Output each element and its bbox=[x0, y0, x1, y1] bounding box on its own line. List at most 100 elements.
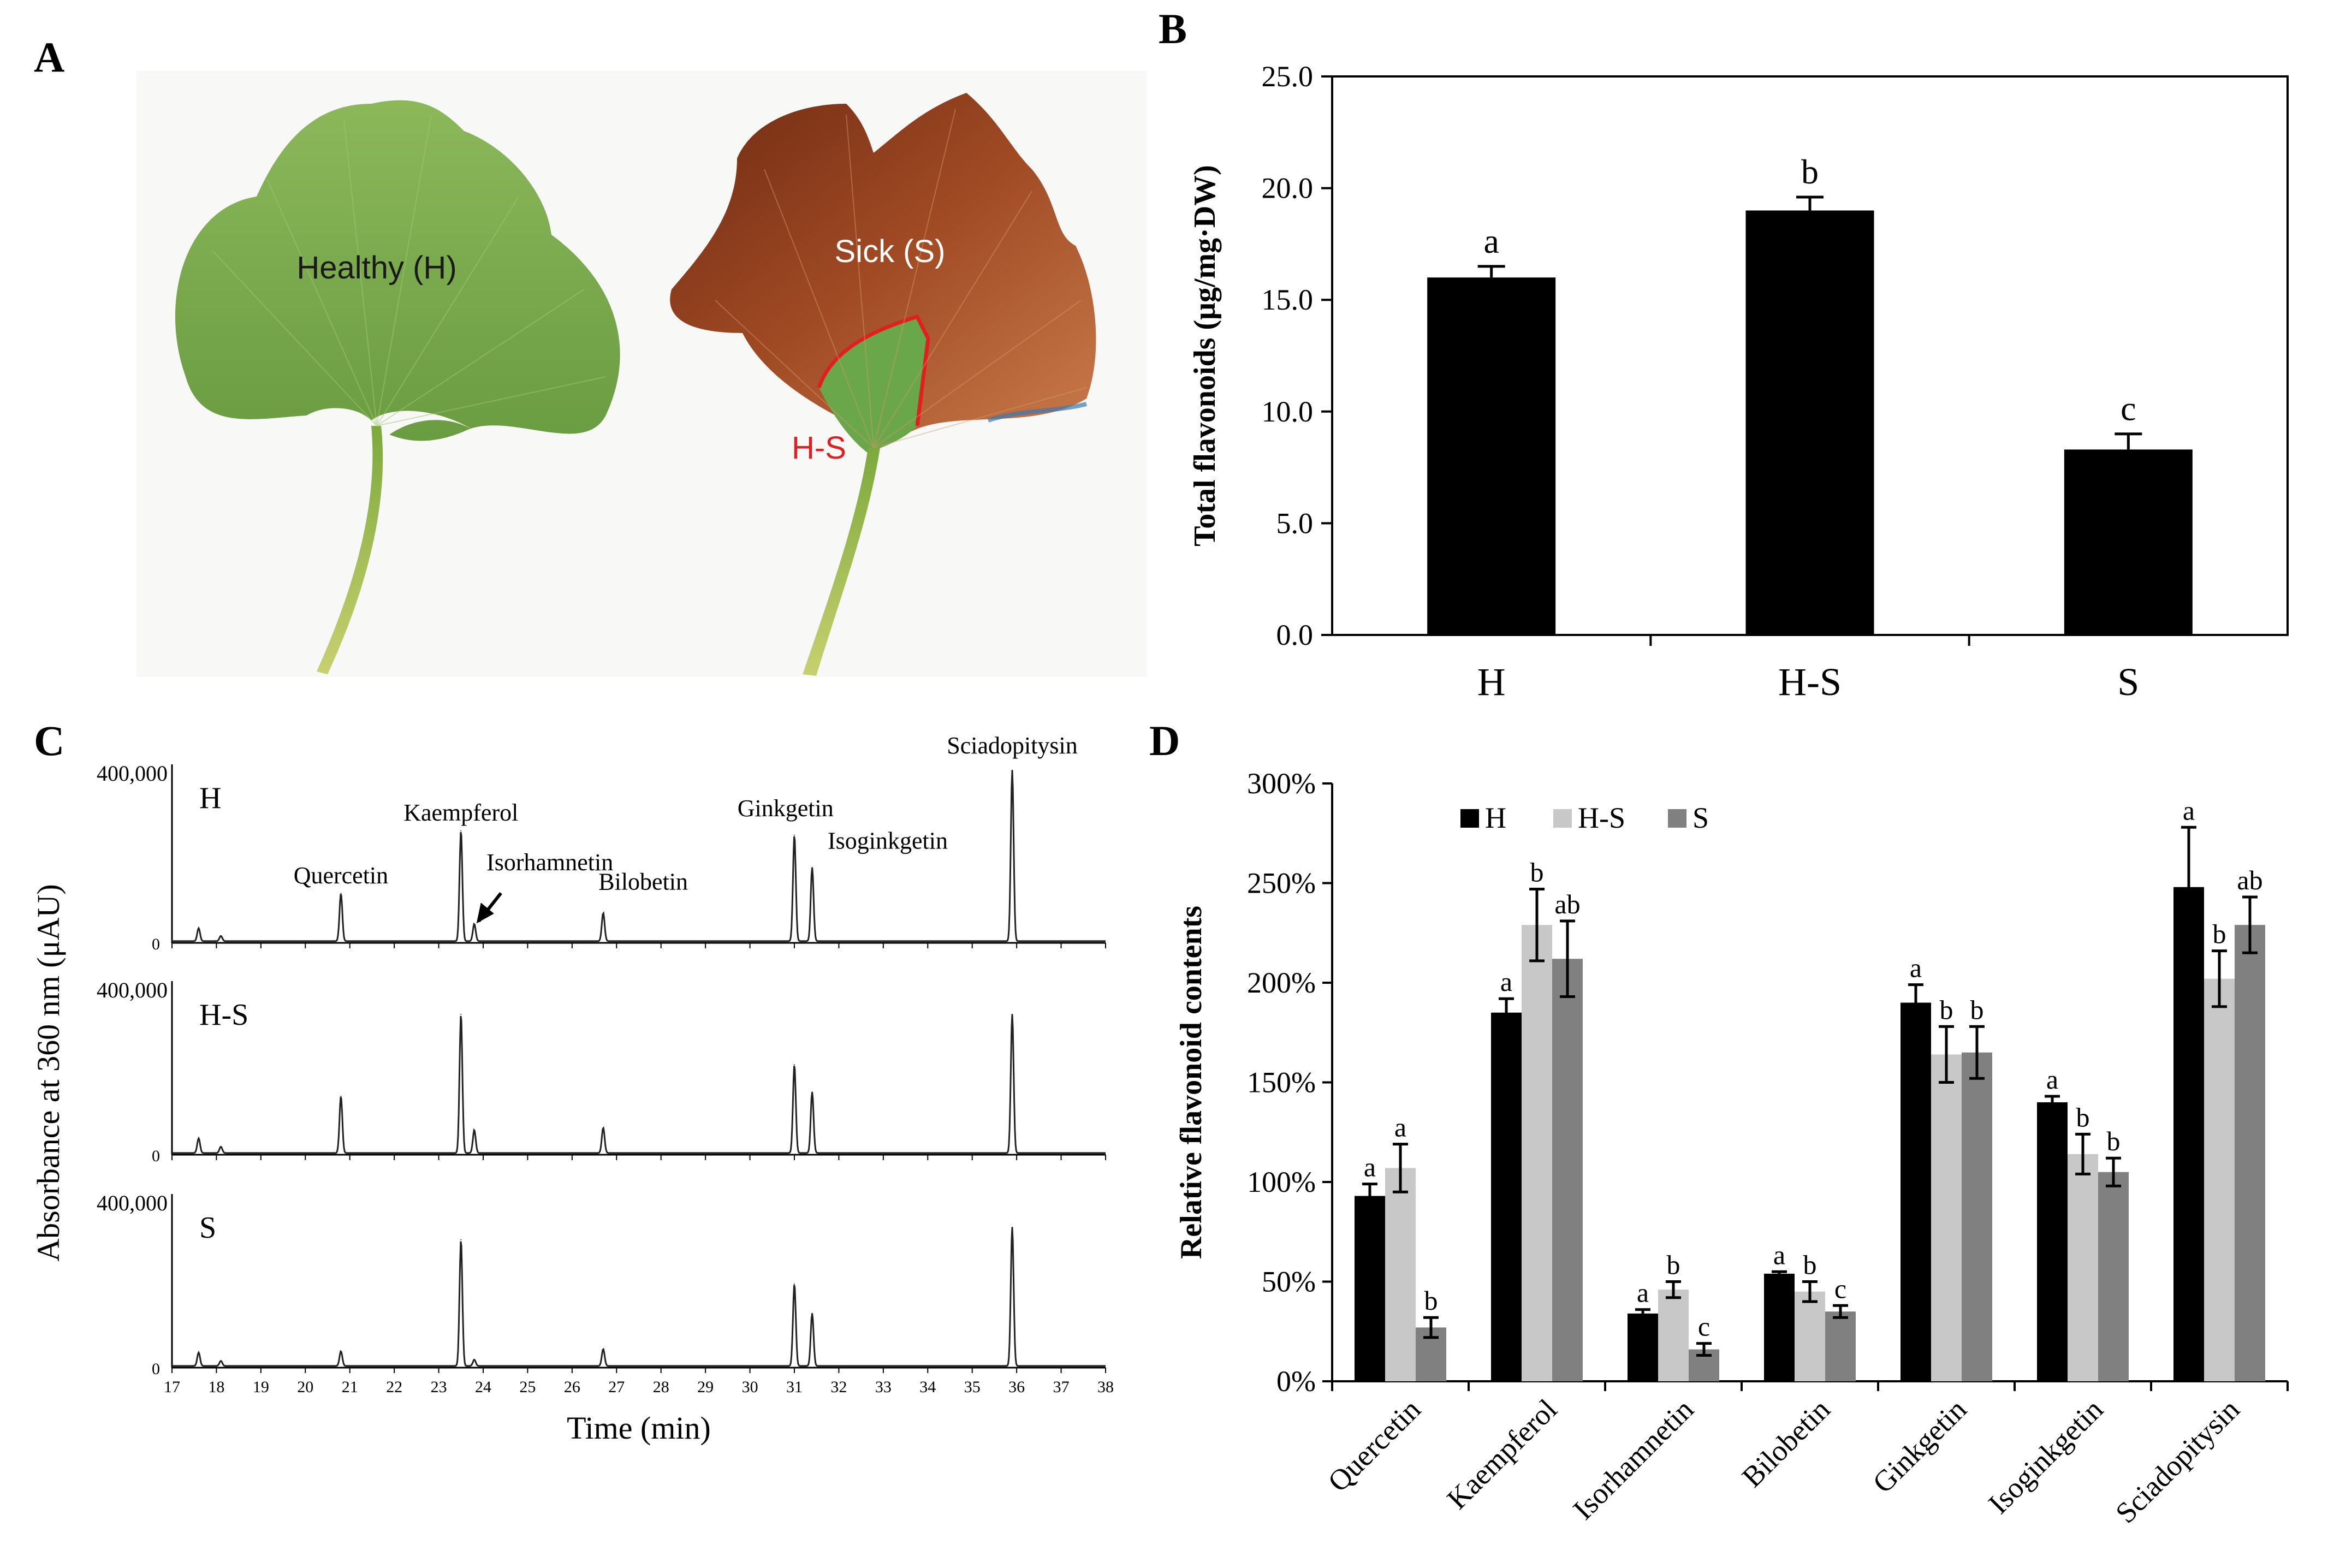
hs-outline bbox=[817, 314, 930, 426]
chart-b-ytick-label: 25.0 bbox=[1262, 60, 1314, 93]
chart-c-yzero-label: 0 bbox=[152, 1147, 160, 1165]
chart-d-category-label: Sciadopitysin bbox=[2109, 1393, 2246, 1529]
chart-c-peak bbox=[198, 1137, 199, 1139]
leaf-photo: Healthy (H) Sick (S) H-S bbox=[136, 71, 1147, 677]
chart-c-xtick-label: 36 bbox=[1008, 1378, 1025, 1396]
chart-c-peak-annotation: Sciadopitysin bbox=[947, 732, 1078, 759]
chart-d-significance: a bbox=[1910, 953, 1922, 983]
chart-d-bar bbox=[1658, 1290, 1689, 1381]
chart-d-ytick-label: 50% bbox=[1262, 1266, 1316, 1298]
chart-b-category-label: S bbox=[2117, 660, 2139, 704]
chart-c-peak-annotation: Bilobetin bbox=[598, 869, 688, 895]
chart-d-ytick-label: 150% bbox=[1247, 1066, 1316, 1099]
chart-d-significance: c bbox=[1834, 1273, 1846, 1304]
chart-b-ytick-label: 0.0 bbox=[1276, 619, 1314, 651]
chart-d-significance: b bbox=[1940, 994, 1953, 1025]
chart-c-peak bbox=[198, 928, 199, 929]
chart-d-category-label: Bilobetin bbox=[1736, 1393, 1837, 1494]
chart-c-peak-annotation: Ginkgetin bbox=[738, 795, 834, 822]
chart-c-peak bbox=[340, 1350, 342, 1352]
chart-c-xtick-label: 23 bbox=[431, 1378, 447, 1396]
chart-d-bar bbox=[2173, 887, 2204, 1381]
chart-c-peak bbox=[811, 1312, 813, 1314]
chart-d-ylabel: Relative flavonoid contents bbox=[1174, 906, 1208, 1259]
chart-b-bar bbox=[2064, 449, 2193, 635]
chart-d-ytick-label: 200% bbox=[1247, 966, 1316, 999]
blue-tint-edge bbox=[987, 402, 1087, 423]
sick-leaf-blade bbox=[670, 93, 1096, 431]
chart-c-peak bbox=[811, 1091, 813, 1093]
chart-c-xtick-label: 34 bbox=[919, 1378, 936, 1396]
chart-d-bar bbox=[1825, 1311, 1856, 1381]
chart-d-significance: b bbox=[1530, 857, 1544, 887]
chart-d-legend-swatch bbox=[1553, 809, 1572, 828]
chart-c-xtick-label: 31 bbox=[786, 1378, 803, 1396]
chart-c-peak bbox=[198, 1352, 199, 1353]
chart-c-yzero-label: 0 bbox=[152, 935, 160, 953]
chart-c-trace-label: S bbox=[199, 1211, 216, 1245]
chart-b-significance: c bbox=[2121, 389, 2136, 428]
chart-d-bar bbox=[1795, 1291, 1825, 1381]
chart-c-peak bbox=[473, 1129, 475, 1131]
chart-c-ymax-label: 400,000 bbox=[97, 978, 168, 1002]
chart-c-trace-line bbox=[172, 770, 1106, 942]
chart-b-bar bbox=[1745, 210, 1874, 635]
chart-b-significance: b bbox=[1801, 152, 1819, 191]
chart-d-bar bbox=[2037, 1102, 2068, 1381]
chart-c-peak bbox=[794, 834, 795, 836]
chart-d-category-label: Isoginkgetin bbox=[1982, 1393, 2109, 1520]
chart-d-bar bbox=[1764, 1273, 1795, 1381]
chart-d-significance: a bbox=[2046, 1064, 2058, 1095]
chart-c-peak bbox=[340, 893, 342, 894]
chart-d-bar bbox=[1385, 1168, 1416, 1381]
chart-c-xtick-label: 33 bbox=[875, 1378, 892, 1396]
chart-c-xtick-label: 20 bbox=[297, 1378, 313, 1396]
chart-c-peak bbox=[220, 935, 222, 937]
chart-d-bar bbox=[1962, 1052, 1992, 1381]
chart-d-significance: c bbox=[1698, 1311, 1710, 1342]
chart-c-xtick-label: 19 bbox=[253, 1378, 269, 1396]
chart-c-xtick-label: 18 bbox=[208, 1378, 224, 1396]
chart-b-ylabel: Total flavonoids (μg/mg·DW) bbox=[1188, 165, 1222, 547]
healthy-leaf-blade bbox=[175, 100, 620, 441]
healthy-label: Healthy (H) bbox=[296, 250, 456, 286]
chart-c-xtick-label: 21 bbox=[342, 1378, 358, 1396]
chart-d-bar bbox=[2068, 1154, 2098, 1381]
chart-b-bar bbox=[1427, 277, 1556, 635]
chart-d-significance: a bbox=[1394, 1112, 1406, 1143]
chart-c-peak-annotation: Isoginkgetin bbox=[828, 827, 948, 854]
chart-c-peak bbox=[811, 867, 813, 869]
sick-label: Sick (S) bbox=[835, 234, 946, 269]
chart-d-bar bbox=[1522, 925, 1552, 1381]
chart-c-peak bbox=[602, 1127, 604, 1129]
chart-c-peak bbox=[1012, 769, 1013, 771]
chart-d-significance: ab bbox=[2237, 865, 2262, 895]
chart-d-bar bbox=[1552, 959, 1583, 1381]
chart-d-significance: b bbox=[2076, 1102, 2090, 1132]
chart-c-peak bbox=[473, 1359, 475, 1361]
chart-c-peak bbox=[1012, 1226, 1013, 1228]
chart-d-legend-label: H-S bbox=[1578, 801, 1625, 834]
chart-c-peak-annotation: Kaempferol bbox=[403, 799, 518, 826]
chart-d-significance: b bbox=[1424, 1285, 1438, 1316]
chart-d-significance: a bbox=[1500, 966, 1512, 997]
chart-c-peak-annotation: Quercetin bbox=[294, 862, 388, 889]
chart-c-peak bbox=[340, 1095, 342, 1097]
chart-c-xlabel: Time (min) bbox=[567, 1410, 711, 1446]
chart-c-peak bbox=[1012, 1013, 1013, 1015]
chart-c-peak bbox=[473, 923, 475, 925]
chart-d-bar bbox=[1491, 1012, 1522, 1381]
chart-d-significance: b bbox=[1667, 1250, 1680, 1280]
chart-c-trace-line bbox=[172, 1014, 1106, 1154]
chart-c-arrow-shaft bbox=[477, 892, 502, 923]
chart-d-category-label: Isorhamnetin bbox=[1567, 1393, 1700, 1526]
chart-c-peak bbox=[460, 1239, 462, 1240]
chart-b-ytick-label: 15.0 bbox=[1262, 283, 1314, 316]
chart-b-frame bbox=[1331, 75, 2289, 636]
healthy-leaf-notch bbox=[300, 408, 475, 453]
chart-c-peak-annotation: Isorhamnetin bbox=[486, 849, 613, 876]
chart-c-arrow-head bbox=[476, 902, 494, 924]
chart-c-xtick-label: 25 bbox=[519, 1378, 536, 1396]
chart-d-legend-swatch bbox=[1668, 809, 1686, 828]
chart-b-ytick-label: 20.0 bbox=[1262, 172, 1314, 205]
